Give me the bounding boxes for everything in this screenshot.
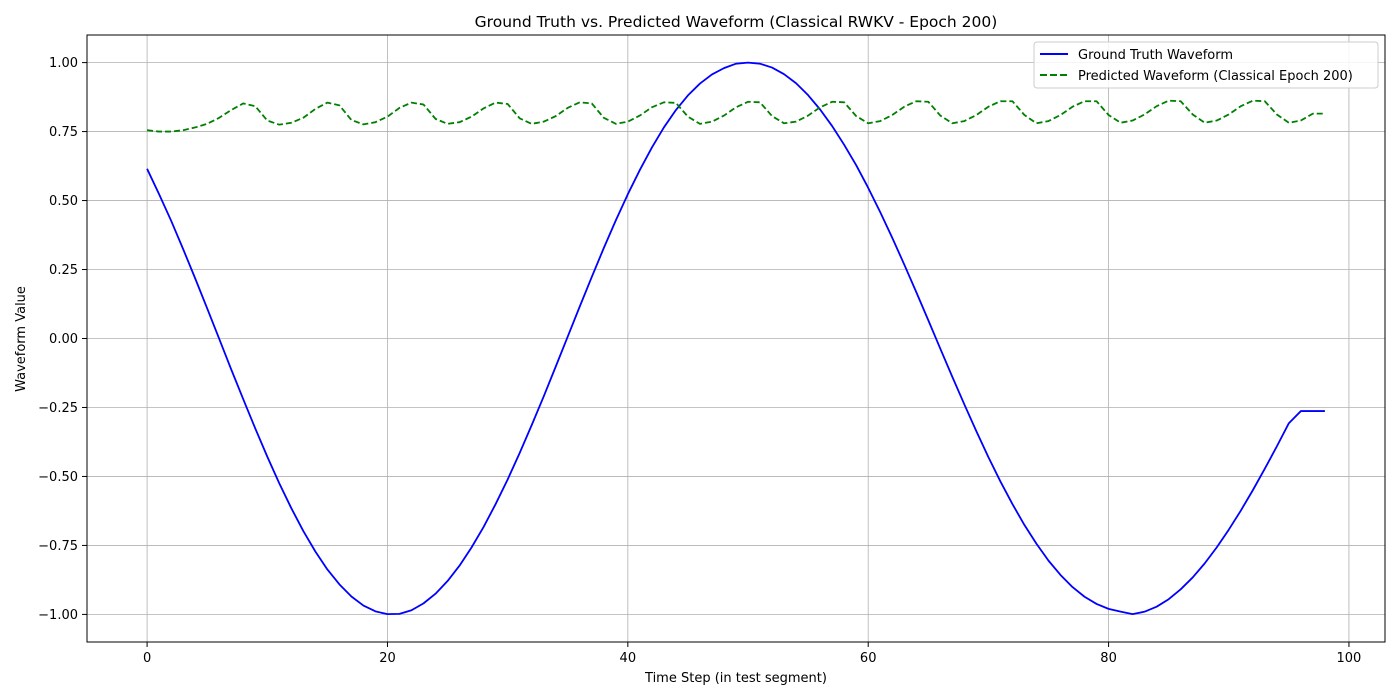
legend-label-predicted: Predicted Waveform (Classical Epoch 200) (1078, 69, 1353, 84)
y-tick-label: 0.00 (49, 332, 78, 347)
chart-title: Ground Truth vs. Predicted Waveform (Cla… (475, 13, 998, 31)
legend: Ground Truth Waveform Predicted Waveform… (1033, 41, 1379, 89)
x-tick-label: 20 (379, 651, 396, 666)
y-tick-label: 0.75 (49, 125, 78, 140)
y-tick-label: −0.25 (38, 401, 78, 416)
y-tick-label: 0.25 (49, 263, 78, 278)
grid (87, 35, 1385, 642)
y-tick-label: 0.50 (49, 194, 78, 209)
y-axis-label: Waveform Value (14, 286, 29, 392)
x-axis-label: Time Step (in test segment) (644, 671, 827, 686)
legend-label-ground-truth: Ground Truth Waveform (1078, 48, 1233, 63)
x-tick-label: 100 (1337, 651, 1362, 666)
y-tick-label: −0.75 (38, 539, 78, 554)
y-tick-label: −0.50 (38, 470, 78, 485)
legend-box (1033, 41, 1379, 89)
y-tick-label: 1.00 (49, 56, 78, 71)
y-tick-label: −1.00 (38, 608, 78, 623)
axis-ticks: 0 20 40 60 80 100 −1.00 −0.75 −0.50 −0.25 0.00 0.25… (38, 56, 1361, 666)
x-tick-label: 40 (620, 651, 637, 666)
series-layer (146, 61, 1325, 616)
x-tick-label: 0 (143, 651, 151, 666)
predicted-line (146, 99, 1325, 133)
x-tick-label: 60 (860, 651, 877, 666)
x-tick-label: 80 (1100, 651, 1117, 666)
ground-truth-line (146, 61, 1325, 616)
